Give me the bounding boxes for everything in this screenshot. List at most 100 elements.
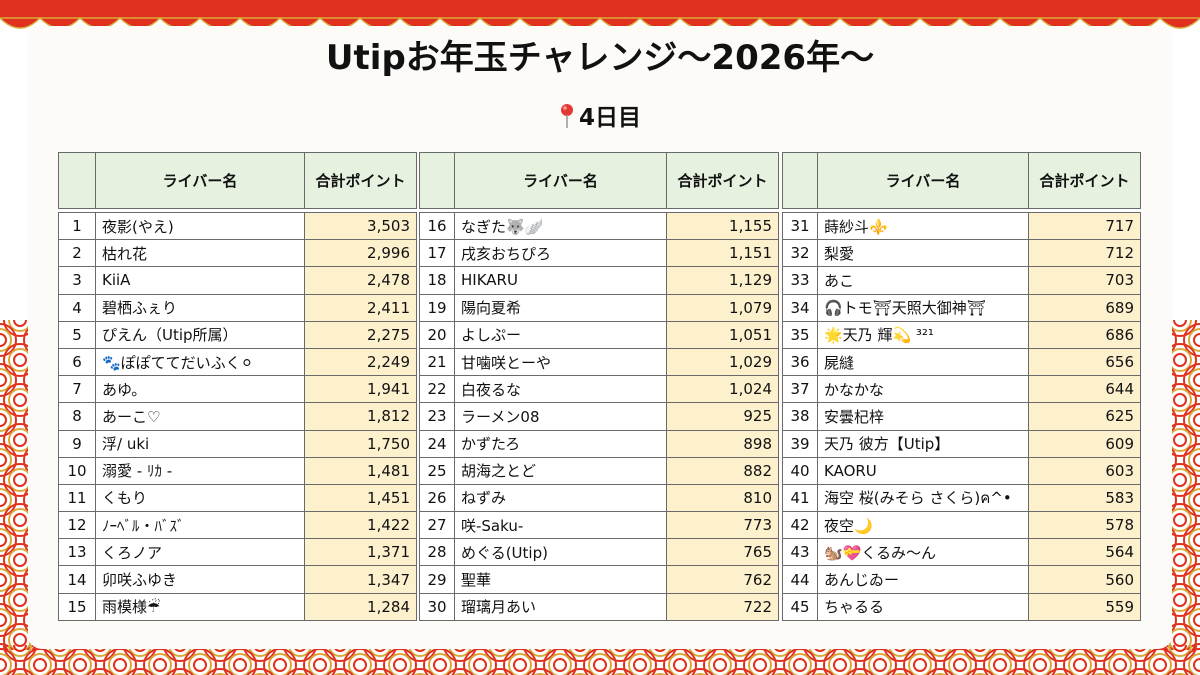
rank-cell: 34 [782, 293, 818, 322]
rank-cell: 13 [58, 538, 96, 567]
name-cell: 甘噛咲とーや [454, 347, 667, 377]
pts-cell: 925 [666, 402, 779, 431]
table-row: 27 咲-Saku- 773 [419, 511, 779, 540]
rank-cell: 23 [419, 402, 455, 431]
rank-cell: 30 [419, 592, 455, 621]
name-cell: かなかな [817, 375, 1029, 404]
table-row: 39 天乃 彼方【Utip】 609 [782, 429, 1141, 458]
pts-cell: 2,249 [304, 347, 417, 377]
rank-cell: 14 [58, 565, 96, 594]
name-header: ライバー名 [817, 152, 1029, 209]
rank-cell: 12 [58, 511, 96, 540]
pts-cell: 1,347 [304, 565, 417, 594]
pts-cell: 1,481 [304, 456, 417, 485]
table-row: 38 安曇杞梓 625 [782, 402, 1141, 431]
day-label-text: 4日目 [578, 105, 641, 131]
name-cell: 🐾ぽぽててだいふく⚪ [95, 347, 305, 377]
rank-header [419, 152, 455, 209]
name-cell: KAORU [817, 456, 1029, 485]
rank-cell: 5 [58, 320, 96, 349]
rank-cell: 19 [419, 293, 455, 322]
name-cell: ぴえん（Utip所属） [95, 320, 305, 349]
rank-cell: 22 [419, 375, 455, 404]
name-cell: よしぷー [454, 320, 667, 349]
table-row: 5 ぴえん（Utip所属） 2,275 [58, 320, 417, 349]
table-row: 10 溺愛 - ﾘｶ -1,481 [58, 456, 417, 485]
pts-cell: 882 [666, 456, 779, 485]
pts-cell: 625 [1028, 402, 1141, 431]
name-cell: 梨愛 [817, 239, 1029, 268]
rank-cell: 6 [58, 347, 96, 377]
name-cell: 卯咲ふゆき [95, 565, 305, 594]
pts-cell: 560 [1028, 565, 1141, 594]
name-header: ライバー名 [454, 152, 667, 209]
rank-cell: 44 [782, 565, 818, 594]
pts-cell: 762 [666, 565, 779, 594]
pts-cell: 578 [1028, 511, 1141, 540]
rank-cell: 37 [782, 375, 818, 404]
rank-cell: 7 [58, 375, 96, 404]
name-cell: 戌亥おちぴろ [454, 239, 667, 268]
table-row: 23 ラーメン08 925 [419, 402, 779, 431]
pts-cell: 1,750 [304, 429, 417, 458]
rank-cell: 17 [419, 239, 455, 268]
name-cell: 天乃 彼方【Utip】 [817, 429, 1029, 458]
pts-cell: 559 [1028, 592, 1141, 621]
table-row: 13 くろノア 1,371 [58, 538, 417, 567]
rank-cell: 35 [782, 320, 818, 349]
rank-cell: 31 [782, 211, 818, 241]
points-header: 合計ポイント [304, 152, 417, 209]
pts-cell: 689 [1028, 293, 1141, 322]
rank-cell: 21 [419, 347, 455, 377]
name-header: ライバー名 [95, 152, 305, 209]
pts-cell: 703 [1028, 266, 1141, 295]
rank-header [58, 152, 96, 209]
rank-cell: 41 [782, 483, 818, 513]
rank-cell: 27 [419, 511, 455, 540]
pushpin-icon [560, 104, 573, 128]
name-cell: KiiA [95, 266, 305, 295]
table-row: 15 雨模様☔ 1,284 [58, 592, 417, 621]
name-cell: 🎧トモ⛩天照大御神⛩ [817, 293, 1029, 322]
rank-cell: 43 [782, 538, 818, 567]
name-cell: 咲-Saku- [454, 511, 667, 540]
table-row: 30 瑠璃月あい 722 [419, 592, 779, 621]
table-row: 11 くもり 1,451 [58, 483, 417, 513]
table-row: 34 🎧トモ⛩天照大御神⛩ 689 [782, 293, 1141, 322]
name-cell: あんじゐー [817, 565, 1029, 594]
pts-cell: 1,029 [666, 347, 779, 377]
table-row: 28 めぐる(Utip) 765 [419, 538, 779, 567]
table-row: 32 梨愛 712 [782, 239, 1141, 268]
table-row: 40 KAORU 603 [782, 456, 1141, 485]
name-cell: 胡海之とど [454, 456, 667, 485]
name-cell: 陽向夏希 [454, 293, 667, 322]
rank-cell: 38 [782, 402, 818, 431]
table-row: 9 浮/ uki 1,750 [58, 429, 417, 458]
pts-cell: 773 [666, 511, 779, 540]
table-row: 14 卯咲ふゆき 1,347 [58, 565, 417, 594]
name-cell: 🐿️💝くるみ〜ん [817, 538, 1029, 567]
rank-cell: 36 [782, 347, 818, 377]
name-cell: ちゃるる [817, 592, 1029, 621]
pts-cell: 722 [666, 592, 779, 621]
pts-cell: 1,284 [304, 592, 417, 621]
wave-pattern-bottom [0, 645, 1200, 675]
name-cell: 白夜るな [454, 375, 667, 404]
name-cell: ねずみ [454, 483, 667, 513]
rank-cell: 24 [419, 429, 455, 458]
table-row: 16 なぎた🐺🪽 1,155 [419, 211, 779, 241]
pts-cell: 717 [1028, 211, 1141, 241]
name-cell: めぐる(Utip) [454, 538, 667, 567]
rank-cell: 4 [58, 293, 96, 322]
table-row: 22 白夜るな 1,024 [419, 375, 779, 404]
table-row: 37 かなかな 644 [782, 375, 1141, 404]
rank-cell: 3 [58, 266, 96, 295]
rank-cell: 25 [419, 456, 455, 485]
table-row: 33 あこ 703 [782, 266, 1141, 295]
table-row: 3 KiiA 2,478 [58, 266, 417, 295]
pts-cell: 1,451 [304, 483, 417, 513]
table-row: 31 蒔紗斗⚜️ 717 [782, 211, 1141, 241]
name-cell: あゆ。 [95, 375, 305, 404]
ranking-table-2: ライバー名 合計ポイント 16 なぎた🐺🪽 1,155 17 戌亥おちぴろ 1,151 18… [419, 152, 779, 621]
page-title: Utipお年玉チャレンジ〜2026年〜 [325, 38, 875, 78]
